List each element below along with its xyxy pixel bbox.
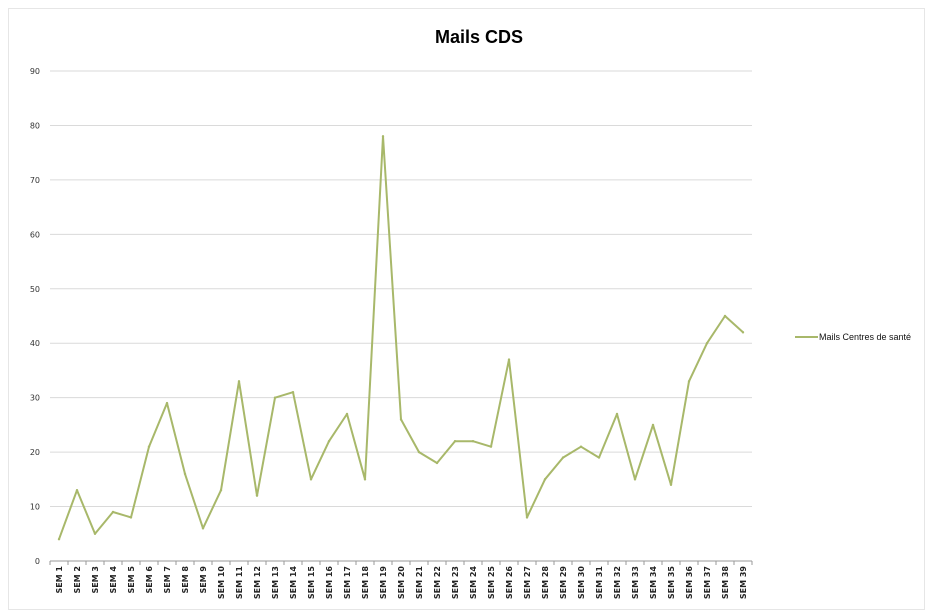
data-point bbox=[183, 472, 187, 476]
x-tick-label: SEM 20 bbox=[397, 566, 406, 600]
series-group bbox=[57, 135, 745, 541]
x-tick-label: SEM 12 bbox=[253, 566, 262, 599]
x-axis-ticks: SEM 1 SEM 2 SEM 3 SEM 4 SEM 5 SEM 6 SEM 7 SEM 8… bbox=[55, 566, 748, 600]
data-point bbox=[597, 456, 601, 459]
data-point bbox=[435, 461, 439, 465]
x-tick-label: SEM 23 bbox=[451, 566, 460, 599]
data-point bbox=[651, 423, 655, 427]
x-tick-label: SEM 2 bbox=[73, 566, 82, 594]
data-point bbox=[525, 516, 529, 519]
data-point bbox=[309, 478, 313, 481]
data-point bbox=[57, 538, 61, 541]
x-tick-label: SEM 9 bbox=[199, 566, 208, 594]
data-point bbox=[201, 527, 205, 530]
data-point bbox=[453, 440, 457, 443]
data-point bbox=[687, 380, 691, 383]
x-tick-label: SEM 18 bbox=[361, 566, 370, 600]
data-point bbox=[669, 483, 673, 486]
x-tick-label: SEM 8 bbox=[181, 566, 190, 594]
data-point bbox=[417, 450, 421, 454]
data-point bbox=[705, 342, 709, 345]
y-tick-label: 80 bbox=[30, 121, 40, 130]
x-tick-label: SEM 21 bbox=[415, 566, 424, 600]
x-tick-label: SEM 7 bbox=[163, 566, 172, 594]
y-axis-ticks: 0 10 20 30 40 50 60 70 80 90 bbox=[30, 67, 40, 566]
data-point bbox=[273, 396, 277, 399]
data-point bbox=[255, 494, 259, 497]
x-tick-label: SEM 11 bbox=[235, 566, 244, 600]
x-tick-label: SEM 37 bbox=[703, 566, 712, 599]
x-tick-label: SEM 34 bbox=[649, 566, 658, 600]
data-point bbox=[111, 510, 115, 514]
y-tick-label: 70 bbox=[30, 176, 40, 185]
x-tick-label: SEM 14 bbox=[289, 566, 298, 600]
x-tick-label: SEM 4 bbox=[109, 566, 118, 594]
data-point bbox=[381, 135, 385, 138]
data-point bbox=[471, 440, 475, 443]
x-tick-label: SEM 39 bbox=[739, 566, 748, 600]
data-point bbox=[507, 358, 511, 361]
x-tick-label: SEM 10 bbox=[217, 566, 226, 600]
x-tick-label: SEM 30 bbox=[577, 566, 586, 600]
data-point bbox=[723, 314, 727, 318]
data-point bbox=[399, 418, 403, 421]
y-tick-label: 0 bbox=[35, 557, 40, 566]
data-point bbox=[561, 456, 565, 459]
x-tick-label: SEM 28 bbox=[541, 566, 550, 600]
legend-label: Mails Centres de santé bbox=[819, 332, 911, 342]
x-tick-label: SEM 13 bbox=[271, 566, 280, 599]
data-point bbox=[579, 445, 583, 448]
data-point bbox=[75, 489, 79, 492]
x-tick-label: SEM 38 bbox=[721, 566, 730, 600]
data-point bbox=[363, 478, 367, 481]
data-point bbox=[147, 445, 151, 448]
data-point bbox=[633, 478, 637, 481]
y-tick-label: 40 bbox=[30, 339, 40, 348]
x-tick-label: SEM 25 bbox=[487, 566, 496, 600]
x-tick-label: SEM 1 bbox=[55, 566, 64, 594]
x-tick-label: SEM 17 bbox=[343, 566, 352, 599]
data-point bbox=[129, 516, 133, 519]
x-tick-label: SEM 22 bbox=[433, 566, 442, 599]
x-tick-label: SEM 31 bbox=[595, 566, 604, 600]
y-tick-label: 10 bbox=[30, 503, 40, 512]
x-tick-label: SEM 26 bbox=[505, 566, 514, 600]
x-tick-label: SEM 29 bbox=[559, 566, 568, 600]
legend: Mails Centres de santé bbox=[795, 332, 911, 342]
x-tick-label: SEM 16 bbox=[325, 566, 334, 600]
data-point bbox=[489, 445, 493, 448]
data-point bbox=[219, 489, 223, 492]
x-tick-label: SEM 33 bbox=[631, 566, 640, 599]
x-tick-label: SEM 5 bbox=[127, 566, 136, 594]
data-point bbox=[741, 331, 745, 334]
x-tick-label: SEM 19 bbox=[379, 566, 388, 600]
gridlines bbox=[50, 70, 752, 508]
y-tick-label: 20 bbox=[30, 448, 40, 457]
data-point bbox=[327, 440, 331, 443]
y-tick-label: 50 bbox=[30, 285, 40, 294]
series-line bbox=[58, 135, 744, 540]
x-tick-label: SEM 3 bbox=[91, 566, 100, 594]
x-tick-label: SEM 32 bbox=[613, 566, 622, 599]
chart-title: Mails CDS bbox=[435, 27, 523, 47]
chart-frame bbox=[8, 8, 925, 610]
x-tick-label: SEM 24 bbox=[469, 566, 478, 600]
y-tick-label: 30 bbox=[30, 394, 40, 403]
x-tick-label: SEM 15 bbox=[307, 566, 316, 600]
data-point bbox=[93, 532, 97, 535]
data-point bbox=[165, 401, 169, 405]
data-point bbox=[615, 412, 619, 416]
data-point bbox=[345, 412, 349, 416]
data-point bbox=[291, 391, 295, 394]
data-point bbox=[237, 380, 241, 383]
y-tick-label: 60 bbox=[30, 230, 40, 239]
x-tick-label: SEM 6 bbox=[145, 566, 154, 594]
data-point bbox=[543, 478, 547, 481]
y-tick-label: 90 bbox=[30, 67, 40, 76]
x-tick-label: SEM 35 bbox=[667, 566, 676, 600]
x-axis bbox=[49, 560, 753, 565]
x-tick-label: SEM 27 bbox=[523, 566, 532, 599]
x-tick-label: SEM 36 bbox=[685, 566, 694, 600]
